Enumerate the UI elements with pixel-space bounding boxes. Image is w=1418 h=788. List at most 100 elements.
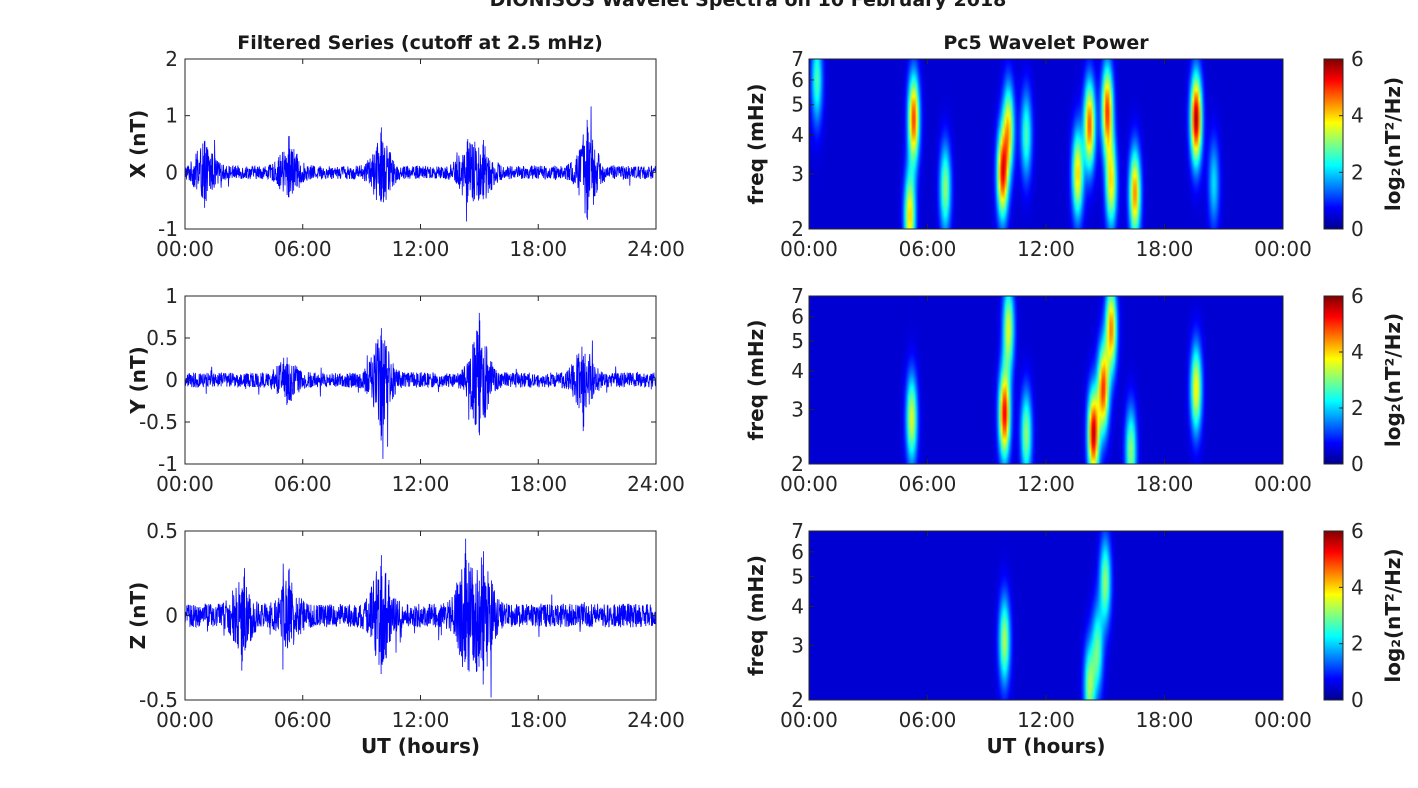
ts-x-xtick-label: 12:00 (392, 237, 450, 261)
colorbar-y: 0 2 4 6 log₂(nT²/Hz) (1323, 284, 1405, 476)
spec-y-xtick-label: 00:00 (1254, 472, 1312, 496)
freq-tick-label: 7 (791, 284, 804, 308)
freq-tick-label: 7 (791, 519, 804, 543)
colorbar-tick-label: 0 (1351, 217, 1364, 241)
wavelet-power-image-y (809, 296, 1283, 464)
ytick-label: -0.5 (139, 410, 178, 434)
freq-tick-label: 3 (791, 633, 804, 657)
series-line-z (184, 538, 657, 698)
ytick-label: -0.5 (139, 688, 178, 712)
colorbar-label: log₂(nT²/Hz) (1381, 313, 1405, 447)
colorbar-tick-label: 4 (1351, 340, 1364, 364)
freq-label: freq (mHz) (744, 555, 768, 676)
colorbar-tick-label: 6 (1351, 519, 1364, 543)
colorbar-gradient (1323, 530, 1344, 701)
ts-y-xtick-label: 00:00 (156, 472, 214, 496)
ts-y-xtick-label: 06:00 (274, 472, 332, 496)
colorbar-tick-label: 2 (1351, 632, 1364, 656)
freq-tick-label: 3 (791, 162, 804, 186)
spec-z-xtick-label: 18:00 (1136, 708, 1194, 732)
freq-tick-label: 4 (791, 594, 804, 618)
xlabel-right: UT (hours) (986, 734, 1105, 758)
series-line-y (184, 312, 657, 459)
colorbar-tick-label: 4 (1351, 104, 1364, 128)
ytick-label: 0.5 (146, 326, 178, 350)
ytick-label: 1 (165, 104, 178, 128)
freq-tick-label: 5 (791, 329, 804, 353)
xlabel-left: UT (hours) (361, 734, 480, 758)
spec-x-xtick-label: 06:00 (899, 237, 957, 261)
spec-y-xtick-label: 12:00 (1017, 472, 1075, 496)
freq-tick-label: 4 (791, 359, 804, 383)
ts-y-xtick-label: 24:00 (627, 472, 685, 496)
colorbar-x: 0 2 4 6 log₂(nT²/Hz) (1323, 47, 1405, 241)
ylabel-y: Y (nT) (126, 346, 150, 415)
ts-x-xtick-label: 06:00 (274, 237, 332, 261)
timeseries-panel-y: 1 0.5 0 -0.5 -1 Y (nT) (126, 284, 657, 476)
colorbar-tick-label: 2 (1351, 396, 1364, 420)
colorbar-tick-label: 2 (1351, 160, 1364, 184)
colorbar-label: log₂(nT²/Hz) (1381, 548, 1405, 682)
colorbar-tick-label: 0 (1351, 688, 1364, 712)
colorbar-tick-label: 0 (1351, 452, 1364, 476)
ts-z-xtick-label: 06:00 (274, 708, 332, 732)
spec-z-xtick-label: 00:00 (1254, 708, 1312, 732)
ytick-label: 0 (165, 604, 178, 628)
freq-tick-label: 6 (791, 540, 804, 564)
freq-tick-label: 5 (791, 564, 804, 588)
freq-tick-label: 5 (791, 93, 804, 117)
freq-label: freq (mHz) (744, 320, 768, 441)
plot-area (185, 59, 656, 229)
timeseries-panel-x: 2 1 0 -1 X (nT) (126, 47, 657, 241)
freq-tick-label: 6 (791, 305, 804, 329)
spec-y-xtick-label: 06:00 (899, 472, 957, 496)
colorbar-gradient (1323, 295, 1344, 465)
panels: 2 1 0 -1 X (nT) 00:00 06:00 12:00 18:00 24:00 1 0.5… (126, 47, 1405, 758)
ts-y-xtick-label: 12:00 (392, 472, 450, 496)
ts-z-xtick-label: 00:00 (156, 708, 214, 732)
freq-tick-label: 6 (791, 68, 804, 92)
spec-z-xtick-label: 00:00 (780, 708, 838, 732)
colorbar-label: log₂(nT²/Hz) (1381, 77, 1405, 211)
ts-z-xtick-label: 24:00 (627, 708, 685, 732)
freq-tick-label: 4 (791, 123, 804, 147)
ts-x-xtick-label: 00:00 (156, 237, 214, 261)
spec-y-xtick-label: 00:00 (780, 472, 838, 496)
ytick-label: -1 (158, 452, 178, 476)
spec-z-xtick-label: 06:00 (899, 708, 957, 732)
freq-label: freq (mHz) (744, 84, 768, 205)
ytick-label: -1 (158, 217, 178, 241)
ts-z-xtick-label: 12:00 (392, 708, 450, 732)
series-line-x (184, 106, 657, 222)
colorbar-tick-label: 4 (1351, 575, 1364, 599)
freq-tick-label: 3 (791, 398, 804, 422)
freq-tick-label: 2 (791, 217, 804, 241)
right-column-title: Pc5 Wavelet Power (943, 32, 1149, 54)
ts-y-xtick-label: 18:00 (509, 472, 567, 496)
spec-x-xtick-label: 00:00 (1254, 237, 1312, 261)
wavelet-power-image-z (809, 531, 1283, 700)
spec-y-xtick-label: 18:00 (1136, 472, 1194, 496)
ytick-label: 0 (165, 368, 178, 392)
ytick-label: 0.5 (146, 519, 178, 543)
spec-z-xtick-label: 12:00 (1017, 708, 1075, 732)
figure-suptitle: DIONISOS Wavelet Spectra on 10 February … (490, 0, 1007, 11)
colorbar-tick-label: 6 (1351, 284, 1364, 308)
spec-x-xtick-label: 00:00 (780, 237, 838, 261)
spec-x-xtick-label: 18:00 (1136, 237, 1194, 261)
ylabel-z: Z (nT) (126, 582, 150, 650)
freq-tick-label: 2 (791, 688, 804, 712)
freq-tick-label: 2 (791, 452, 804, 476)
ts-x-xtick-label: 18:00 (509, 237, 567, 261)
wavelet-power-image-x (809, 59, 1283, 229)
spec-x-xtick-label: 12:00 (1017, 237, 1075, 261)
freq-tick-label: 7 (791, 47, 804, 71)
colorbar-tick-label: 6 (1351, 47, 1364, 71)
left-column-title: Filtered Series (cutoff at 2.5 mHz) (237, 32, 603, 54)
ytick-label: 2 (165, 47, 178, 71)
ytick-label: 0 (165, 160, 178, 184)
